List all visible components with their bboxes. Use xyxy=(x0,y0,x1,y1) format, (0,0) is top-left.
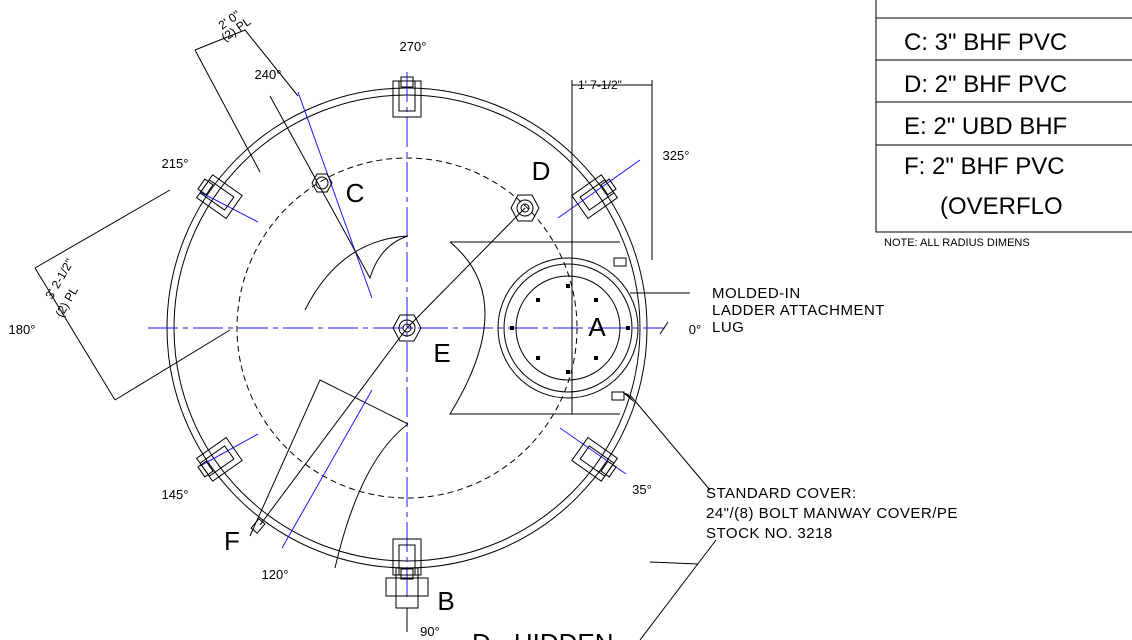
angle-label: 0° xyxy=(689,322,701,337)
angle-label: 325° xyxy=(663,148,690,163)
table-row: (OVERFLO xyxy=(940,193,1063,220)
tank-drawing: 270° 240° 215° 180° 145° 120° 90° 35° 0°… xyxy=(0,0,1132,640)
dimension-label: 1' 7-1/2" xyxy=(578,78,622,92)
fitting-label: D xyxy=(532,156,551,186)
table-row: C: 3" BHF PVC xyxy=(904,29,1067,56)
angle-label: 180° xyxy=(9,322,36,337)
dimension-lines xyxy=(35,30,716,640)
callout-text: D - HIDDEN xyxy=(472,628,614,640)
angle-label: 145° xyxy=(162,487,189,502)
fittings xyxy=(251,174,539,632)
angle-label: 35° xyxy=(632,482,652,497)
baffle-upper xyxy=(270,96,408,310)
table-note: NOTE: ALL RADIUS DIMENS xyxy=(884,237,1030,249)
angle-label: 120° xyxy=(262,567,289,582)
centerline-325 xyxy=(558,160,640,218)
table-row: D: 2" BHF PVC xyxy=(904,71,1067,98)
angle-label: 240° xyxy=(255,67,282,82)
angle-label: 215° xyxy=(162,156,189,171)
callout-text: 24"/(8) BOLT MANWAY COVER/PE xyxy=(706,505,958,522)
table-row: E: 2" UBD BHF xyxy=(904,113,1067,140)
fitting-label: F xyxy=(224,526,240,556)
angle-label: 270° xyxy=(400,39,427,54)
callout-text: LUG xyxy=(712,319,744,336)
callout-text: STOCK NO. 3218 xyxy=(706,525,833,542)
fitting-label: E xyxy=(433,338,450,368)
callout-text: LADDER ATTACHMENT xyxy=(712,302,885,319)
fitting-label: B xyxy=(437,586,454,616)
fitting-label: C xyxy=(346,178,365,208)
fitting-label: A xyxy=(588,312,606,342)
angle-label: 90° xyxy=(420,624,440,639)
callout-text: STANDARD COVER: xyxy=(706,485,857,502)
table-row: F: 2" BHF PVC xyxy=(904,153,1065,180)
legend-table: C: 3" BHF PVC D: 2" BHF PVC E: 2" UBD BH… xyxy=(876,0,1132,249)
baffle-lower xyxy=(250,380,408,568)
centerline-120 xyxy=(282,390,372,548)
callout-text: MOLDED-IN xyxy=(712,285,801,302)
centerline-215 xyxy=(200,192,258,222)
